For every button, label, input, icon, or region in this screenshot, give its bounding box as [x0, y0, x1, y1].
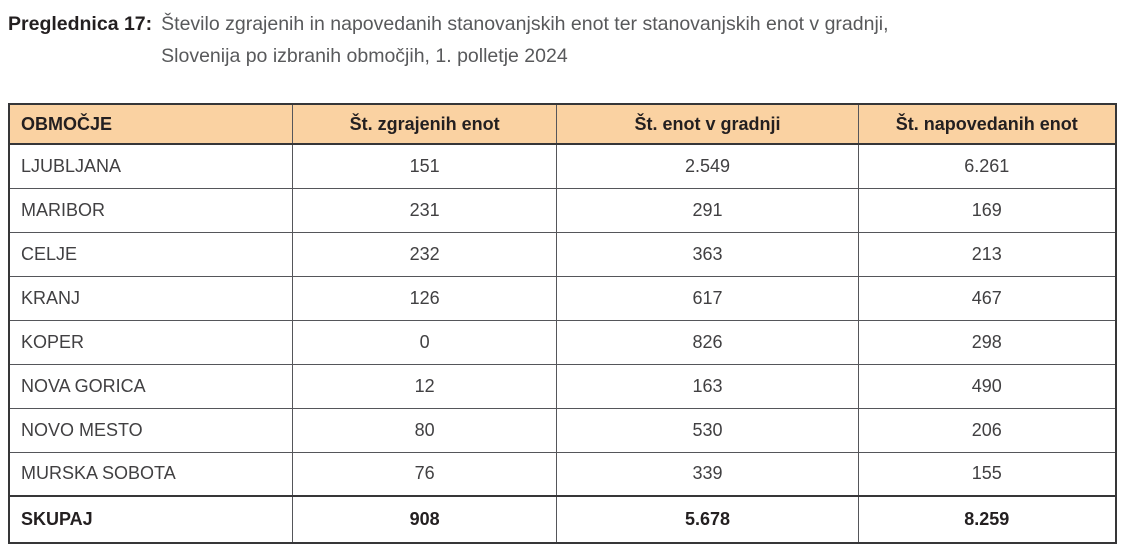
announced-cell: 467 [857, 275, 1117, 321]
announced-cell: 169 [857, 187, 1117, 233]
table-row: NOVO MESTO 80 530 206 [8, 407, 1117, 453]
built-cell: 80 [291, 407, 558, 453]
announced-cell: 490 [857, 363, 1117, 409]
region-cell: LJUBLJANA [8, 143, 293, 189]
table-row: LJUBLJANA 151 2.549 6.261 [8, 143, 1117, 189]
table-caption-text: Število zgrajenih in napovedanih stanova… [161, 8, 888, 72]
region-cell: KOPER [8, 319, 293, 365]
header-announced-units: Št. napovedanih enot [857, 103, 1117, 145]
announced-cell: 155 [857, 451, 1117, 497]
table-row: KOPER 0 826 298 [8, 319, 1117, 365]
in-construction-cell: 530 [556, 407, 859, 453]
total-row: SKUPAJ 908 5.678 8.259 [8, 495, 1117, 544]
data-table-container: OBMOČJE Št. zgrajenih enot Št. enot v gr… [8, 103, 1117, 544]
table-caption-label: Preglednica 17: [8, 13, 153, 35]
region-cell: MURSKA SOBOTA [8, 451, 293, 497]
caption-line-1: Število zgrajenih in napovedanih stanova… [161, 13, 889, 35]
total-built-cell: 908 [291, 495, 558, 544]
table-row: NOVA GORICA 12 163 490 [8, 363, 1117, 409]
in-construction-cell: 163 [556, 363, 859, 409]
header-region: OBMOČJE [8, 103, 293, 145]
total-in-construction-cell: 5.678 [556, 495, 859, 544]
region-cell: KRANJ [8, 275, 293, 321]
in-construction-cell: 291 [556, 187, 859, 233]
built-cell: 76 [291, 451, 558, 497]
table-row: MARIBOR 231 291 169 [8, 187, 1117, 233]
built-cell: 151 [291, 143, 558, 189]
announced-cell: 6.261 [857, 143, 1117, 189]
caption-line-2: Slovenija po izbranih območjih, 1. polle… [161, 45, 568, 67]
built-cell: 0 [291, 319, 558, 365]
built-cell: 126 [291, 275, 558, 321]
data-table: OBMOČJE Št. zgrajenih enot Št. enot v gr… [8, 103, 1117, 544]
region-cell: NOVO MESTO [8, 407, 293, 453]
in-construction-cell: 826 [556, 319, 859, 365]
region-cell: NOVA GORICA [8, 363, 293, 409]
table-row: MURSKA SOBOTA 76 339 155 [8, 451, 1117, 497]
header-built-units: Št. zgrajenih enot [291, 103, 558, 145]
built-cell: 12 [291, 363, 558, 409]
announced-cell: 206 [857, 407, 1117, 453]
region-cell: CELJE [8, 231, 293, 277]
in-construction-cell: 339 [556, 451, 859, 497]
in-construction-cell: 2.549 [556, 143, 859, 189]
built-cell: 231 [291, 187, 558, 233]
announced-cell: 213 [857, 231, 1117, 277]
table-row: CELJE 232 363 213 [8, 231, 1117, 277]
in-construction-cell: 363 [556, 231, 859, 277]
total-announced-cell: 8.259 [857, 495, 1117, 544]
region-cell: MARIBOR [8, 187, 293, 233]
header-units-in-construction: Št. enot v gradnji [556, 103, 859, 145]
header-row: OBMOČJE Št. zgrajenih enot Št. enot v gr… [8, 103, 1117, 145]
total-label-cell: SKUPAJ [8, 495, 293, 544]
built-cell: 232 [291, 231, 558, 277]
table-caption: Preglednica 17: Število zgrajenih in nap… [0, 0, 1127, 72]
announced-cell: 298 [857, 319, 1117, 365]
in-construction-cell: 617 [556, 275, 859, 321]
table-row: KRANJ 126 617 467 [8, 275, 1117, 321]
